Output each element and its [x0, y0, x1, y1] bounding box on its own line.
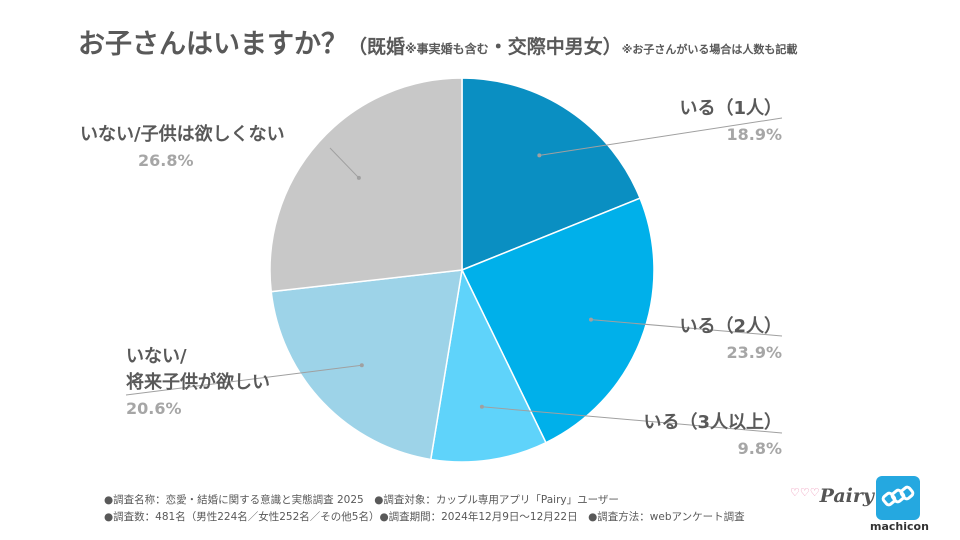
- pie-slice-none-dont-want: [269, 77, 463, 293]
- slice-label-line2: 将来子供が欲しい: [126, 372, 270, 393]
- chain-icon: [881, 485, 915, 507]
- hearts-icon: ♡♡♡: [790, 486, 820, 499]
- leader-line-two-children: [590, 319, 783, 337]
- title-main: お子さんはいますか？: [78, 29, 348, 60]
- machicon-logo-text: machicon: [870, 520, 929, 533]
- pairy-logo-text: Pairy: [819, 485, 874, 507]
- leader-lines: [125, 117, 783, 434]
- title-note: ※お子さんがいる場合は人数も記載: [621, 43, 798, 56]
- leader-dot-two-children: [589, 317, 594, 322]
- label-two-children: いる（2人） 23.9%: [679, 314, 782, 366]
- slice-value: 9.8%: [737, 439, 782, 458]
- slice-label: いない/子供は欲しくない: [80, 124, 285, 145]
- machicon-logo-icon: [876, 476, 920, 520]
- leader-line-none-want: [125, 364, 362, 396]
- slice-value: 23.9%: [726, 343, 782, 362]
- survey-footer: ●調査名称：恋愛・結婚に関する意識と実態調査 2025 ●調査対象：カップル専用…: [104, 492, 745, 526]
- pie-slices: [269, 77, 655, 463]
- pie-slice-none-want: [270, 269, 463, 461]
- pie-slice-three-plus: [429, 267, 547, 463]
- label-one-child: いる（1人） 18.9%: [679, 96, 782, 148]
- pie-slice-two-children: [460, 197, 655, 444]
- leader-dot-three-plus: [479, 404, 484, 409]
- title-sub-small: ※事実婚も含む: [405, 42, 489, 56]
- slice-label: いる（2人）: [679, 316, 782, 337]
- pairy-logo: ♡♡♡Pairy: [790, 485, 874, 507]
- pie-slice-one-child: [461, 77, 642, 272]
- label-three-plus: いる（3人以上） 9.8%: [643, 410, 782, 462]
- label-none-want: いない/ 将来子供が欲しい 20.6%: [126, 344, 270, 422]
- label-none-dont-want: いない/子供は欲しくない 26.8%: [80, 122, 285, 174]
- leader-line-none-dont-want: [329, 147, 360, 179]
- slice-label: いる（1人）: [679, 98, 782, 119]
- footer-line-2: ●調査数：481名（男性224名／女性252名／その他5名）●調査期間：2024…: [104, 511, 745, 523]
- slice-value: 20.6%: [126, 399, 182, 418]
- leader-dot-none-dont-want: [356, 175, 361, 180]
- footer-line-1: ●調査名称：恋愛・結婚に関する意識と実態調査 2025 ●調査対象：カップル専用…: [104, 494, 619, 506]
- leader-line-one-child: [539, 117, 783, 156]
- page-title: お子さんはいますか？（既婚※事実婚も含む・交際中男女）※お子さんがいる場合は人数…: [78, 22, 797, 61]
- leader-dot-one-child: [537, 153, 542, 158]
- title-sub-open: （既婚: [348, 36, 406, 58]
- leader-dot-none-want: [359, 363, 364, 368]
- slice-label-line1: いない/: [126, 346, 187, 367]
- slice-value: 18.9%: [726, 125, 782, 144]
- slice-value: 26.8%: [138, 151, 194, 170]
- title-sub-rest: ・交際中男女）: [488, 36, 622, 58]
- leader-line-three-plus: [481, 406, 783, 434]
- slice-label: いる（3人以上）: [643, 412, 782, 433]
